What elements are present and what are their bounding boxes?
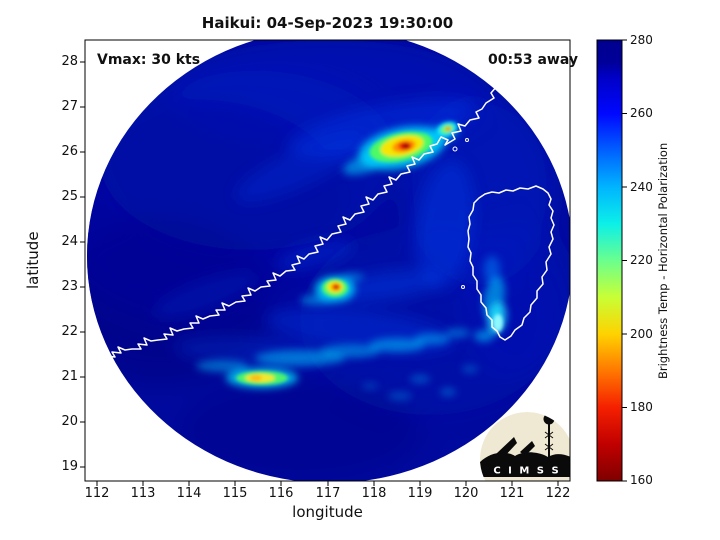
plot-title: Haikui: 04-Sep-2023 19:30:00 [201,14,454,32]
colorbar-tick: 160 [630,473,653,487]
x-tick: 122 [545,486,571,501]
vmax-annotation: Vmax: 30 kts [97,52,201,68]
y-tick: 28 [61,54,78,69]
y-tick: 23 [61,279,78,294]
china-coastline [85,85,498,360]
x-tick: 120 [453,486,479,501]
colorbar [596,39,623,482]
colorbar-tick: 220 [630,253,653,267]
time-away-annotation: 00:53 away [488,52,578,68]
y-tick: 19 [61,459,78,474]
x-tick: 117 [315,486,341,501]
y-tick: 26 [61,144,78,159]
island-marks [452,138,469,289]
x-tick: 114 [176,486,202,501]
x-tick: 119 [407,486,433,501]
x-tick: 112 [84,486,110,501]
cimss-logo: C I M S S [480,412,570,481]
x-axis-label: longitude [292,503,363,521]
x-tick: 118 [361,486,387,501]
x-tick: 121 [499,486,525,501]
y-tick: 24 [61,234,78,249]
y-tick: 22 [61,324,78,339]
colorbar-tick: 180 [630,400,653,414]
colorbar-tick: 260 [630,106,653,120]
y-tick: 27 [61,99,78,114]
y-tick-marks [80,61,85,468]
y-tick: 25 [61,189,78,204]
colorbar-tick-marks [622,39,627,482]
x-tick-marks [96,481,559,486]
colorbar-tick: 200 [630,327,653,341]
x-tick: 113 [130,486,156,501]
y-tick: 21 [61,369,78,384]
satellite-swath [87,40,570,481]
x-tick: 116 [268,486,294,501]
x-tick: 115 [222,486,248,501]
y-tick: 20 [61,414,78,429]
taiwan-coastline [467,185,555,341]
colorbar-tick: 240 [630,180,653,194]
colorbar-label: Brightness Temp - Horizontal Polarizatio… [656,142,670,379]
y-axis-label: latitude [24,231,42,290]
colorbar-tick: 280 [630,33,653,47]
cimss-logo-text: C I M S S [493,466,560,477]
